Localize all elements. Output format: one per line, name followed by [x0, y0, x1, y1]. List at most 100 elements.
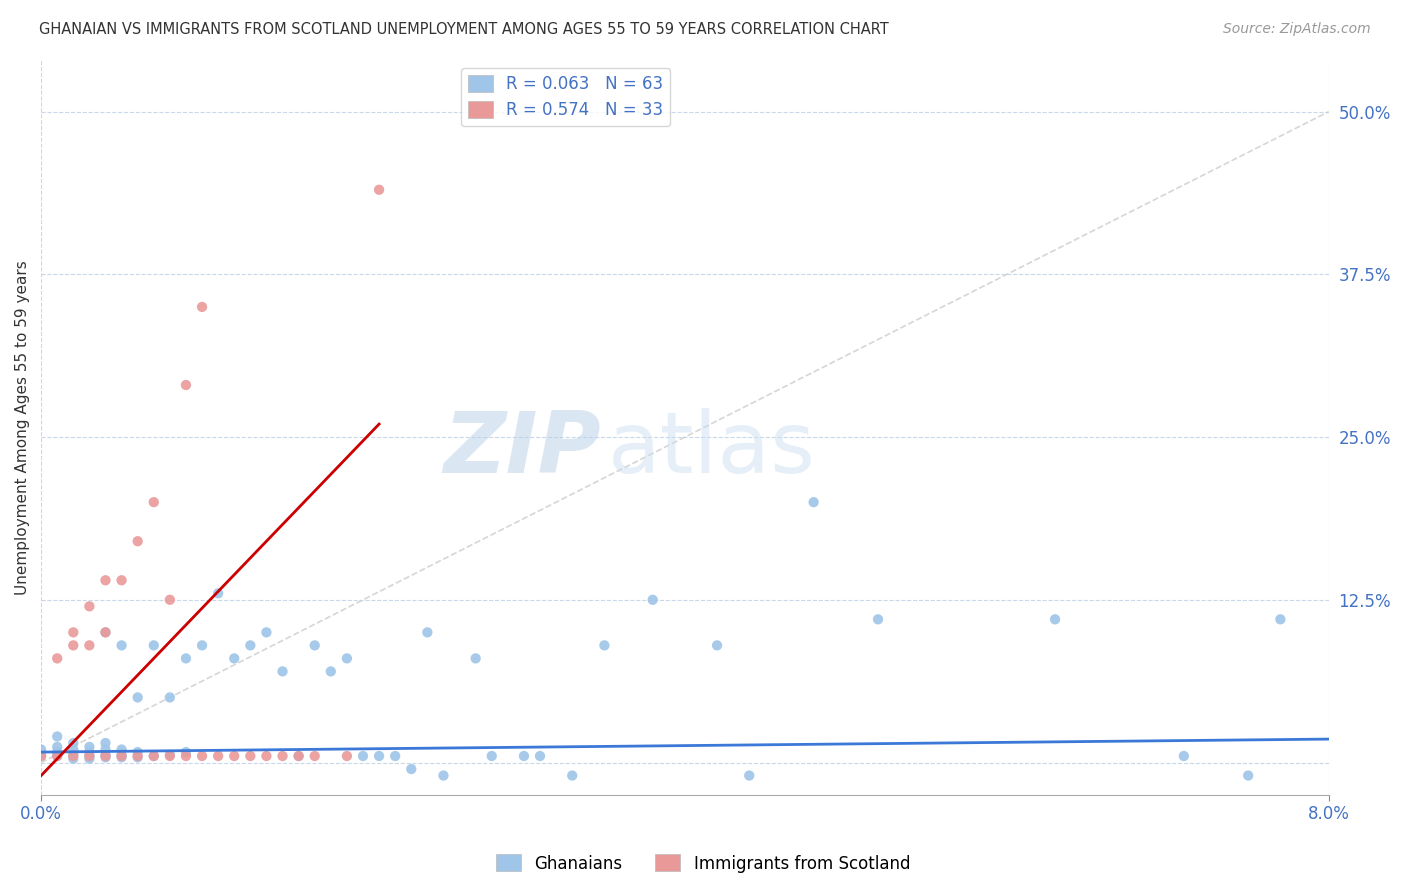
Point	[271, 665, 294, 679]
Point	[254, 749, 277, 764]
Text: Source: ZipAtlas.com: Source: ZipAtlas.com	[1223, 22, 1371, 37]
Point	[46, 749, 69, 764]
Point	[174, 378, 197, 392]
Point	[94, 625, 117, 640]
Legend: R = 0.063   N = 63, R = 0.574   N = 33: R = 0.063 N = 63, R = 0.574 N = 33	[461, 68, 671, 126]
Point	[142, 639, 165, 653]
Point	[94, 736, 117, 750]
Point	[79, 751, 101, 765]
Point	[401, 762, 423, 776]
Point	[127, 534, 149, 549]
Point	[79, 749, 101, 764]
Point	[30, 749, 52, 764]
Point	[79, 739, 101, 754]
Point	[336, 651, 359, 665]
Text: ZIP: ZIP	[443, 408, 602, 491]
Point	[62, 625, 84, 640]
Point	[94, 749, 117, 764]
Point	[46, 651, 69, 665]
Point	[481, 749, 503, 764]
Text: GHANAIAN VS IMMIGRANTS FROM SCOTLAND UNEMPLOYMENT AMONG AGES 55 TO 59 YEARS CORR: GHANAIAN VS IMMIGRANTS FROM SCOTLAND UNE…	[39, 22, 889, 37]
Point	[159, 749, 181, 764]
Point	[866, 612, 889, 626]
Point	[319, 665, 342, 679]
Point	[62, 747, 84, 762]
Point	[110, 742, 132, 756]
Point	[62, 742, 84, 756]
Point	[62, 749, 84, 764]
Point	[79, 639, 101, 653]
Point	[224, 651, 246, 665]
Point	[352, 749, 374, 764]
Point	[287, 749, 309, 764]
Point	[271, 749, 294, 764]
Point	[127, 749, 149, 764]
Point	[803, 495, 825, 509]
Point	[287, 749, 309, 764]
Point	[191, 639, 214, 653]
Point	[62, 751, 84, 765]
Point	[46, 730, 69, 744]
Point	[46, 739, 69, 754]
Point	[30, 749, 52, 764]
Point	[110, 750, 132, 764]
Point	[79, 745, 101, 759]
Point	[239, 749, 262, 764]
Point	[368, 183, 391, 197]
Point	[432, 768, 454, 782]
Point	[110, 747, 132, 762]
Point	[416, 625, 439, 640]
Point	[30, 742, 52, 756]
Point	[641, 592, 664, 607]
Point	[336, 749, 359, 764]
Point	[94, 742, 117, 756]
Point	[304, 639, 326, 653]
Point	[79, 599, 101, 614]
Point	[513, 749, 536, 764]
Point	[62, 736, 84, 750]
Point	[1173, 749, 1195, 764]
Point	[159, 690, 181, 705]
Point	[1043, 612, 1066, 626]
Point	[1237, 768, 1260, 782]
Point	[706, 639, 728, 653]
Point	[127, 750, 149, 764]
Point	[207, 586, 229, 600]
Point	[593, 639, 616, 653]
Point	[110, 639, 132, 653]
Point	[174, 749, 197, 764]
Point	[79, 749, 101, 764]
Point	[191, 300, 214, 314]
Point	[46, 745, 69, 759]
Point	[46, 749, 69, 764]
Point	[304, 749, 326, 764]
Point	[62, 639, 84, 653]
Point	[142, 495, 165, 509]
Point	[254, 625, 277, 640]
Point	[224, 749, 246, 764]
Point	[529, 749, 551, 764]
Point	[159, 592, 181, 607]
Point	[142, 749, 165, 764]
Point	[561, 768, 583, 782]
Text: atlas: atlas	[607, 408, 815, 491]
Point	[159, 747, 181, 762]
Point	[94, 747, 117, 762]
Point	[110, 574, 132, 588]
Point	[174, 745, 197, 759]
Point	[464, 651, 486, 665]
Point	[110, 749, 132, 764]
Point	[94, 574, 117, 588]
Point	[207, 749, 229, 764]
Point	[94, 750, 117, 764]
Point	[191, 749, 214, 764]
Point	[368, 749, 391, 764]
Point	[94, 625, 117, 640]
Point	[1270, 612, 1292, 626]
Point	[127, 745, 149, 759]
Y-axis label: Unemployment Among Ages 55 to 59 years: Unemployment Among Ages 55 to 59 years	[15, 260, 30, 595]
Point	[384, 749, 406, 764]
Point	[127, 690, 149, 705]
Legend: Ghanaians, Immigrants from Scotland: Ghanaians, Immigrants from Scotland	[489, 847, 917, 880]
Point	[738, 768, 761, 782]
